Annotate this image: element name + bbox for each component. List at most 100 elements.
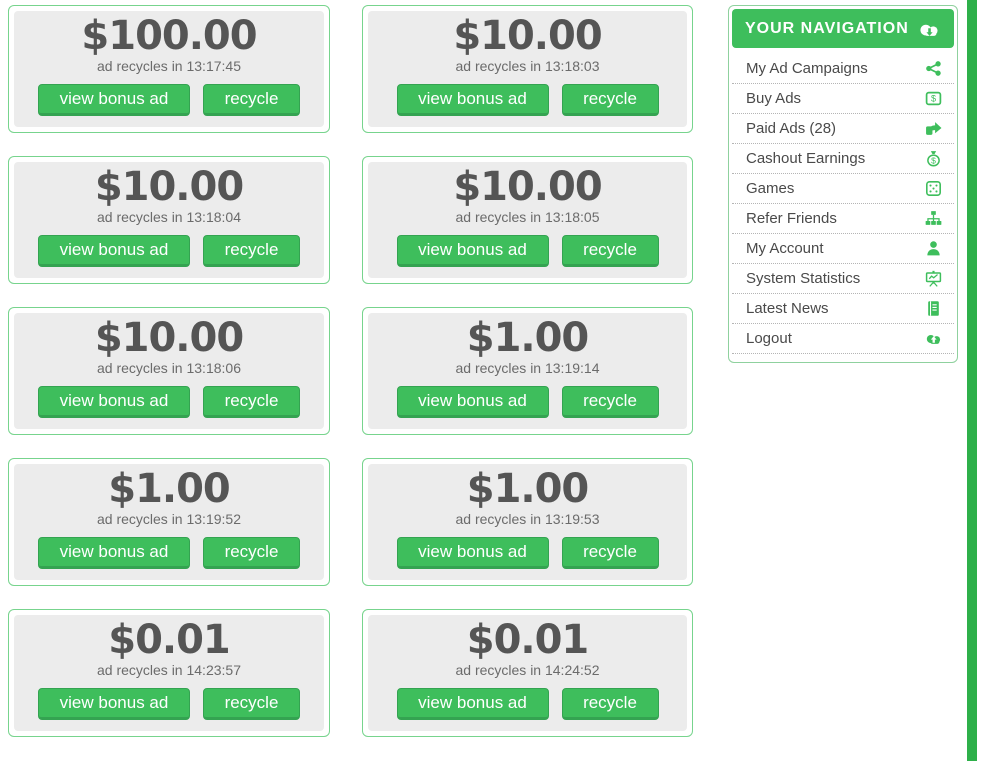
sidebar-item-label: Cashout Earnings [746, 150, 866, 167]
sidebar-item-paid-ads[interactable]: Paid Ads (28) [732, 114, 954, 144]
ad-buttons: view bonus ad recycle [368, 386, 687, 418]
sidebar-item-label: Latest News [746, 300, 829, 317]
ad-amount: $1.00 [466, 315, 590, 361]
ad-card: $0.01 ad recycles in 14:24:52 view bonus… [362, 609, 693, 737]
recycle-time: 13:19:52 [186, 511, 241, 527]
sidebar-item-my-account[interactable]: My Account [732, 234, 954, 264]
view-bonus-ad-button[interactable]: view bonus ad [38, 688, 190, 720]
view-bonus-ad-button[interactable]: view bonus ad [38, 235, 190, 267]
svg-text:$: $ [931, 94, 936, 104]
ad-amount: $1.00 [466, 466, 590, 512]
sidebar-item-games[interactable]: Games [732, 174, 954, 204]
ad-buttons: view bonus ad recycle [14, 235, 324, 267]
ad-amount: $0.01 [466, 617, 590, 663]
navigation-list: My Ad Campaigns Buy Ads $ Paid Ads (28) [732, 54, 954, 354]
ad-card: $10.00 ad recycles in 13:18:04 view bonu… [8, 156, 330, 284]
svg-text:$: $ [931, 156, 936, 166]
view-bonus-ad-button[interactable]: view bonus ad [38, 537, 190, 569]
money-icon: $ [925, 90, 942, 107]
recycle-button[interactable]: recycle [561, 84, 659, 116]
forward-icon [925, 120, 942, 137]
recycle-prefix: ad recycles in [455, 209, 542, 225]
recycle-button[interactable]: recycle [203, 235, 300, 267]
ad-amount: $100.00 [81, 13, 257, 59]
ad-buttons: view bonus ad recycle [14, 537, 324, 569]
ad-card-body: $10.00 ad recycles in 13:18:04 view bonu… [14, 162, 324, 278]
recycle-time: 13:17:45 [186, 58, 241, 74]
ad-card-body: $10.00 ad recycles in 13:18:06 view bonu… [14, 313, 324, 429]
ad-card: $10.00 ad recycles in 13:18:06 view bonu… [8, 307, 330, 435]
sidebar-item-label: My Ad Campaigns [746, 60, 868, 77]
sidebar-item-label: Paid Ads (28) [746, 120, 837, 137]
view-bonus-ad-button[interactable]: view bonus ad [38, 386, 190, 418]
recycle-button[interactable]: recycle [203, 386, 300, 418]
ad-amount: $10.00 [453, 13, 602, 59]
recycle-button[interactable]: recycle [203, 537, 300, 569]
recycle-prefix: ad recycles in [97, 511, 183, 527]
ad-card: $10.00 ad recycles in 13:18:05 view bonu… [362, 156, 693, 284]
recycle-prefix: ad recycles in [455, 511, 542, 527]
sidebar-item-my-ad-campaigns[interactable]: My Ad Campaigns [732, 54, 954, 84]
sidebar-item-latest-news[interactable]: Latest News [732, 294, 954, 324]
ads-grid: $100.00 ad recycles in 13:17:45 view bon… [8, 5, 693, 737]
ad-card-body: $100.00 ad recycles in 13:17:45 view bon… [14, 11, 324, 127]
ad-buttons: view bonus ad recycle [14, 688, 324, 720]
recycle-time: 13:18:05 [544, 209, 600, 225]
ad-card: $1.00 ad recycles in 13:19:52 view bonus… [8, 458, 330, 586]
recycle-time: 13:18:03 [544, 58, 600, 74]
ad-card: $10.00 ad recycles in 13:18:03 view bonu… [362, 5, 693, 133]
sidebar-item-label: System Statistics [746, 270, 861, 287]
recycle-time: 14:23:57 [186, 662, 241, 678]
ad-recycle-countdown: ad recycles in 13:19:53 [368, 511, 687, 528]
recycle-prefix: ad recycles in [97, 662, 183, 678]
view-bonus-ad-button[interactable]: view bonus ad [396, 537, 549, 569]
ad-recycle-countdown: ad recycles in 13:19:14 [368, 360, 687, 377]
sidebar-item-label: Games [746, 180, 795, 197]
ad-recycle-countdown: ad recycles in 13:18:03 [368, 58, 687, 75]
ad-card-body: $10.00 ad recycles in 13:18:05 view bonu… [368, 162, 687, 278]
sidebar-item-logout[interactable]: Logout [732, 324, 954, 354]
share-icon [925, 60, 942, 77]
dice-icon [925, 180, 942, 197]
view-bonus-ad-button[interactable]: view bonus ad [38, 84, 190, 116]
ad-card: $1.00 ad recycles in 13:19:53 view bonus… [362, 458, 693, 586]
recycle-prefix: ad recycles in [455, 360, 542, 376]
recycle-button[interactable]: recycle [561, 688, 659, 720]
ad-amount: $0.01 [108, 617, 231, 663]
ad-amount: $10.00 [94, 164, 244, 210]
sidebar-item-system-statistics[interactable]: System Statistics [732, 264, 954, 294]
ad-card: $100.00 ad recycles in 13:17:45 view bon… [8, 5, 330, 133]
sidebar-item-refer-friends[interactable]: Refer Friends [732, 204, 954, 234]
ad-recycle-countdown: ad recycles in 13:18:04 [14, 209, 324, 226]
view-bonus-ad-button[interactable]: view bonus ad [396, 84, 549, 116]
sidebar-item-label: Logout [746, 330, 792, 347]
ad-buttons: view bonus ad recycle [368, 537, 687, 569]
ad-amount: $10.00 [94, 315, 244, 361]
ad-recycle-countdown: ad recycles in 13:18:06 [14, 360, 324, 377]
sitemap-icon [925, 210, 942, 227]
view-bonus-ad-button[interactable]: view bonus ad [396, 688, 549, 720]
cloud-upload-icon [925, 330, 942, 347]
ad-amount: $10.00 [453, 164, 602, 210]
recycle-button[interactable]: recycle [561, 386, 659, 418]
ad-card: $0.01 ad recycles in 14:23:57 view bonus… [8, 609, 330, 737]
view-bonus-ad-button[interactable]: view bonus ad [396, 386, 549, 418]
view-bonus-ad-button[interactable]: view bonus ad [396, 235, 549, 267]
recycle-time: 13:19:14 [544, 360, 600, 376]
recycle-time: 14:24:52 [544, 662, 600, 678]
recycle-prefix: ad recycles in [97, 360, 183, 376]
recycle-time: 13:18:04 [186, 209, 241, 225]
recycle-button[interactable]: recycle [203, 84, 300, 116]
sidebar-item-cashout-earnings[interactable]: Cashout Earnings $ [732, 144, 954, 174]
recycle-button[interactable]: recycle [561, 235, 659, 267]
ad-amount: $1.00 [108, 466, 231, 512]
sidebar-item-label: My Account [746, 240, 824, 257]
sidebar-item-buy-ads[interactable]: Buy Ads $ [732, 84, 954, 114]
ad-card-body: $1.00 ad recycles in 13:19:52 view bonus… [14, 464, 324, 580]
navigation-header: YOUR NAVIGATION [732, 9, 954, 48]
recycle-button[interactable]: recycle [203, 688, 300, 720]
ad-recycle-countdown: ad recycles in 14:23:57 [14, 662, 324, 679]
ad-buttons: view bonus ad recycle [368, 235, 687, 267]
navigation-title: YOUR NAVIGATION [745, 19, 909, 37]
recycle-button[interactable]: recycle [561, 537, 659, 569]
